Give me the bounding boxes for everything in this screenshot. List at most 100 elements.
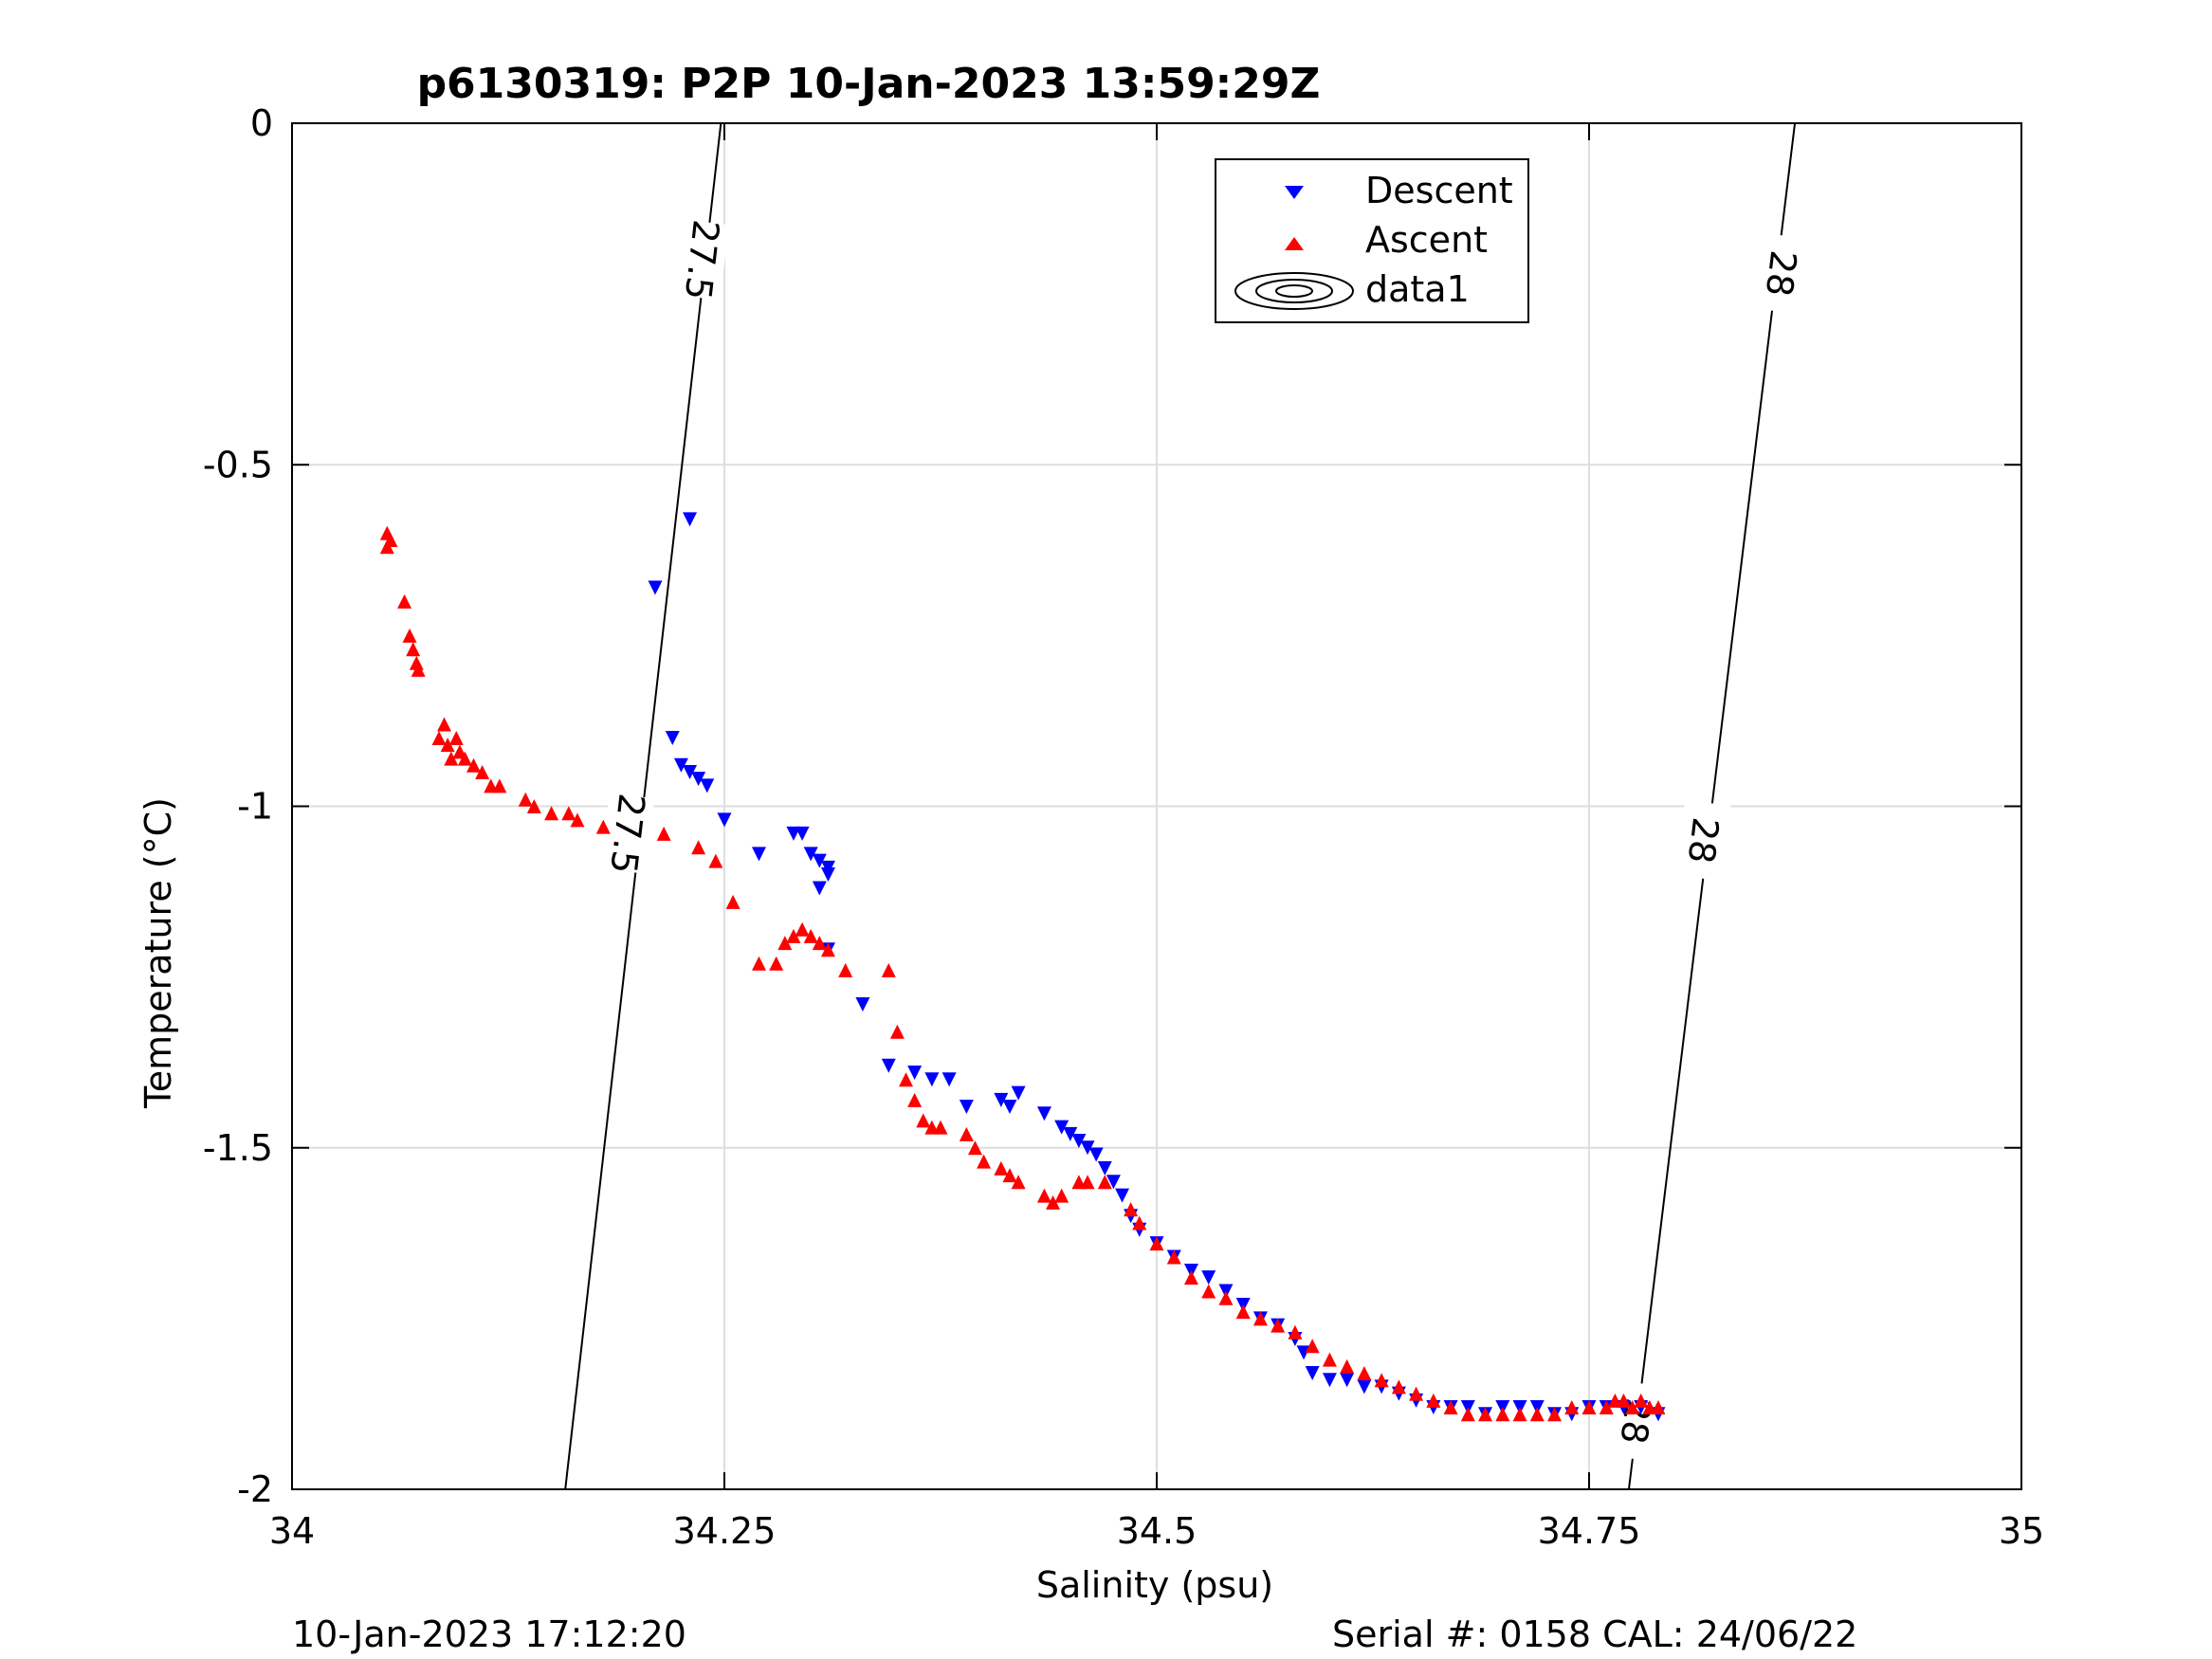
ascent-point (518, 792, 533, 807)
ascent-point (1651, 1400, 1666, 1415)
descent-point (1305, 1366, 1320, 1381)
y-axis-label: Temperature (°C) (137, 797, 179, 1109)
descent-point (855, 996, 870, 1012)
ascent-point (1443, 1400, 1458, 1415)
ascent-point (1581, 1400, 1597, 1415)
ascent-point (1599, 1400, 1614, 1415)
ascent-point (795, 921, 810, 937)
descent-point (673, 757, 688, 773)
ascent-point (1166, 1249, 1181, 1265)
ascent-point (1149, 1236, 1164, 1251)
ascent-point (595, 819, 611, 834)
descent-point (1002, 1100, 1017, 1115)
ascent-point (457, 751, 472, 766)
ascent-point (1271, 1318, 1286, 1333)
ascent-point (1564, 1400, 1580, 1415)
descent-point (803, 847, 818, 862)
contour-label: 27.5 (677, 218, 727, 302)
ascent-point (959, 1126, 974, 1141)
descent-point (924, 1072, 940, 1087)
descent-point (994, 1092, 1009, 1107)
ascent-point (803, 928, 818, 943)
ascent-point (1080, 1175, 1095, 1190)
descent-point (959, 1100, 974, 1115)
ascent-series (379, 525, 1666, 1422)
ascent-point (656, 826, 671, 841)
ascent-point (1183, 1270, 1198, 1285)
y-tick-label: -2 (237, 1468, 273, 1510)
ascent-point (1235, 1304, 1251, 1320)
contour-label: 28 (1758, 248, 1805, 299)
ascent-point (1409, 1386, 1424, 1401)
descent-point (1322, 1373, 1337, 1388)
legend: Descent Ascent data1 (1215, 158, 1529, 323)
descent-point (683, 512, 698, 527)
ascent-point (526, 799, 541, 813)
ascent-point (402, 628, 417, 643)
ascent-point (1374, 1373, 1389, 1388)
descent-point (1201, 1270, 1216, 1285)
ascent-point (1011, 1175, 1026, 1190)
contour-label-bg (600, 793, 655, 874)
ascent-point (1252, 1311, 1268, 1326)
ascent-point (1002, 1168, 1017, 1183)
contour-label-bg (1753, 232, 1809, 315)
ascent-point (1322, 1352, 1337, 1367)
y-tick-label: -1 (237, 786, 273, 828)
descent-point (700, 778, 715, 793)
descent-point (1357, 1379, 1372, 1395)
ascent-point (725, 894, 740, 909)
ascent-point (1426, 1393, 1441, 1408)
x-tick-label: 34.5 (1117, 1510, 1197, 1552)
contour-label: 27.5 (602, 792, 652, 876)
descent-point (691, 772, 706, 787)
legend-descent-marker (1285, 186, 1304, 199)
descent-point (648, 580, 663, 595)
ascent-point (1616, 1393, 1631, 1408)
ascent-point (1097, 1175, 1112, 1190)
ascent-point (812, 936, 827, 951)
ascent-point (383, 533, 398, 548)
footer-timestamp: 10-Jan-2023 17:12:20 (292, 1613, 686, 1655)
ascent-point (820, 942, 835, 957)
ascent-point (708, 853, 723, 868)
ascent-point (751, 956, 766, 971)
ascent-point (1495, 1407, 1510, 1422)
ascent-point (1512, 1407, 1527, 1422)
descent-point (751, 847, 766, 862)
ascent-point (994, 1160, 1009, 1176)
tick-labels: 34 34.25 34.5 34.75 35 0 -0.5 -1 -1.5 -2 (203, 102, 2044, 1552)
descent-point (1071, 1134, 1087, 1149)
descent-point (795, 826, 810, 841)
descent-point (1088, 1147, 1104, 1162)
descent-point (941, 1072, 957, 1087)
x-tick-label: 34.75 (1538, 1510, 1641, 1552)
chart-title: p6130319: P2P 10-Jan-2023 13:59:29Z (417, 60, 1321, 108)
descent-point (665, 730, 680, 745)
contour-label-bg (1675, 799, 1731, 882)
ascent-point (1460, 1407, 1475, 1422)
ascent-point (967, 1140, 982, 1156)
contour-label-bg (674, 219, 729, 301)
descent-point (1054, 1120, 1069, 1135)
descent-point (1036, 1106, 1051, 1121)
ascent-point (769, 956, 784, 971)
y-tick-label: 0 (250, 102, 273, 144)
ascent-point (907, 1092, 923, 1107)
y-tick-label: -1.5 (203, 1127, 273, 1169)
ascent-point (1305, 1339, 1320, 1354)
descent-point (1097, 1160, 1112, 1176)
descent-point (907, 1065, 923, 1080)
ascent-point (544, 806, 559, 821)
ascent-point (916, 1113, 931, 1128)
descent-point (812, 881, 827, 896)
ascent-point (431, 730, 447, 745)
ascent-point (1625, 1400, 1640, 1415)
ascent-point (1529, 1407, 1545, 1422)
legend-data1-label: data1 (1365, 268, 1470, 310)
ascent-point (889, 1024, 905, 1039)
legend-descent-label: Descent (1365, 170, 1513, 211)
descent-point (717, 812, 732, 828)
descent-point (1340, 1373, 1355, 1388)
